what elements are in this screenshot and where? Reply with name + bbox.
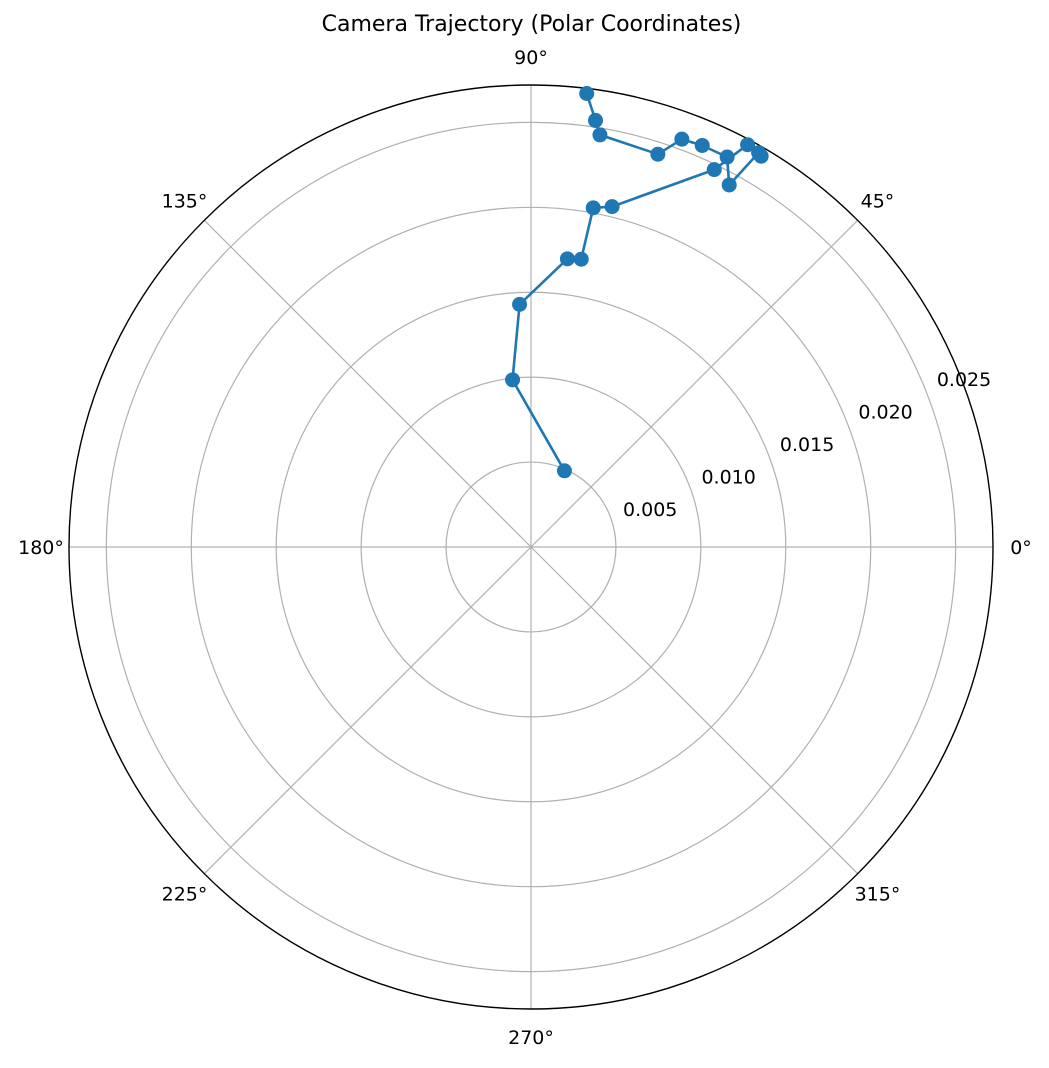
theta-tick-label: 180°	[18, 537, 64, 559]
r-tick-label: 0.005	[623, 499, 677, 521]
theta-tick-label: 45°	[861, 191, 895, 213]
theta-tick-label: 270°	[508, 1027, 554, 1049]
data-point	[674, 131, 690, 147]
theta-tick-label: 0°	[1010, 537, 1032, 559]
r-gridline	[445, 461, 617, 633]
polar-frame	[68, 84, 994, 1010]
data-point	[751, 145, 767, 161]
data-point	[512, 296, 528, 312]
data-point	[706, 162, 722, 178]
r-tick-label: 0.015	[780, 434, 834, 456]
data-point	[585, 200, 601, 216]
r-gridline	[105, 121, 957, 973]
data-point	[740, 137, 756, 153]
theta-tick-label: 315°	[855, 883, 901, 905]
data-point	[650, 146, 666, 162]
data-point	[588, 112, 604, 128]
data-point	[559, 251, 575, 267]
theta-tick-label: 135°	[162, 191, 208, 213]
theta-gridline	[530, 546, 859, 875]
label-layer: 0° 45° 90° 135° 180° 225° 270° 315° 0.005 0.010 0.…	[18, 47, 1032, 1049]
data-point	[505, 372, 521, 388]
data-point	[694, 137, 710, 153]
r-gridline	[190, 206, 872, 888]
theta-gridline	[530, 219, 859, 548]
grid-layer	[68, 84, 994, 1010]
data-point	[592, 127, 608, 143]
r-gridline	[360, 376, 702, 718]
data-point	[721, 177, 737, 193]
theta-tick-label: 225°	[162, 883, 208, 905]
r-tick-label: 0.010	[701, 467, 755, 489]
chart-title: Camera Trajectory (Polar Coordinates)	[321, 12, 742, 37]
r-tick-label: 0.020	[858, 402, 912, 424]
theta-gridline	[203, 219, 532, 548]
data-point	[556, 463, 572, 479]
theta-gridline	[203, 546, 532, 875]
data-point	[604, 199, 620, 215]
data-point	[719, 149, 735, 165]
r-tick-label: 0.025	[937, 369, 991, 391]
theta-tick-label: 90°	[514, 47, 548, 69]
series-layer	[505, 86, 769, 479]
data-point	[573, 251, 589, 267]
data-point	[579, 86, 595, 102]
